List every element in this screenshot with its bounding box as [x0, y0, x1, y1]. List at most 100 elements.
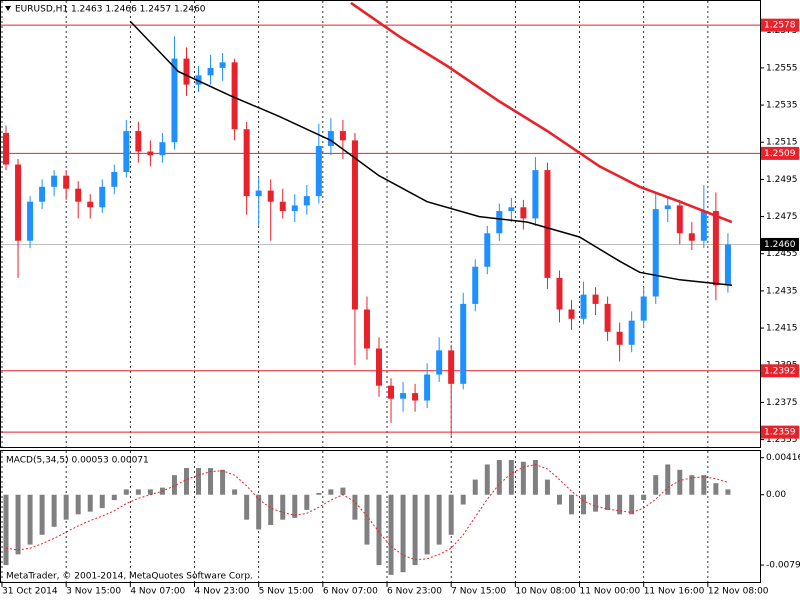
- macd-bar: [388, 494, 394, 575]
- candle-body: [159, 142, 166, 156]
- candle-body: [580, 294, 587, 319]
- macd-bar: [39, 494, 45, 535]
- menu-arrow[interactable]: [5, 6, 11, 11]
- candle-body: [496, 210, 503, 234]
- candle-body: [700, 210, 707, 241]
- copyright: MetaTrader, © 2001-2014, MetaQuotes Soft…: [6, 572, 253, 582]
- level-label-box: [761, 146, 799, 160]
- macd-bar: [544, 479, 550, 495]
- level-label: 1.2578: [764, 21, 796, 31]
- macd-bar: [412, 494, 418, 566]
- macd-bar: [135, 489, 141, 495]
- y-tick-label: 0.00416: [766, 453, 800, 463]
- macd-bar: [3, 494, 9, 566]
- candle-body: [556, 277, 563, 310]
- candle-body: [604, 303, 611, 332]
- macd-bar: [256, 494, 262, 530]
- macd-bar: [292, 494, 298, 518]
- macd-bar: [605, 494, 611, 510]
- candle-body: [123, 131, 130, 172]
- candle-body: [724, 244, 731, 286]
- y-tick-label: 1.2535: [766, 101, 798, 111]
- price-label-box: [761, 237, 799, 251]
- x-tick-label: 6 Nov 23:00: [387, 587, 442, 597]
- level-label: 1.2392: [764, 366, 796, 376]
- candle-body: [448, 350, 455, 384]
- macd-bar: [27, 494, 33, 545]
- level-label-box: [761, 364, 799, 378]
- candle-body: [616, 331, 623, 345]
- candle-body: [147, 151, 154, 156]
- candle-body: [592, 294, 599, 304]
- macd-bar: [520, 461, 526, 495]
- y-tick-label: 1.2415: [766, 324, 798, 334]
- macd-bar: [641, 494, 647, 501]
- candle-body: [424, 374, 431, 401]
- candle-body: [363, 309, 370, 349]
- candle-body: [279, 201, 286, 211]
- candle-body: [39, 186, 46, 202]
- macd-bar: [713, 483, 719, 495]
- candle-body: [520, 207, 527, 219]
- y-tick-label: -0.0079: [766, 561, 800, 571]
- candle-body: [135, 131, 142, 152]
- macd-bar: [593, 494, 599, 512]
- candle-body: [436, 350, 443, 375]
- macd-bar: [232, 489, 238, 495]
- candle-body: [339, 131, 346, 141]
- candle-body: [532, 170, 539, 219]
- macd-bar: [316, 492, 322, 495]
- x-tick-label: 3 Nov 15:00: [66, 587, 121, 597]
- macd-bar: [171, 475, 177, 495]
- macd-bar: [99, 494, 105, 509]
- candle-body: [207, 67, 214, 76]
- labels-layer: 31 Oct 2014 3 Nov 15:00 4 Nov 07:00 4 Nov 2…: [2, 18, 800, 597]
- x-tick-label: 5 Nov 15:00: [259, 587, 314, 597]
- macd-bar: [581, 494, 587, 515]
- candle-body: [484, 233, 491, 267]
- candle-body: [652, 209, 659, 297]
- macd-title: MACD(5,34,5) 0.00053 0.00071: [6, 456, 149, 466]
- macd-bar: [629, 494, 635, 515]
- macd-bar: [400, 494, 406, 573]
- x-tick-label: 4 Nov 23:00: [195, 587, 250, 597]
- y-tick-label: 1.2355: [766, 435, 798, 445]
- x-tick-label: 6 Nov 07:00: [323, 587, 378, 597]
- candle-body: [255, 190, 262, 197]
- candle-body: [267, 190, 274, 202]
- chart-title: EURUSD,H1 1.2463 1.2466 1.2457 1.2460: [15, 5, 206, 15]
- candle-body: [327, 131, 334, 146]
- macd-bar: [532, 460, 538, 495]
- macd-bar: [424, 494, 430, 555]
- macd-bar: [364, 494, 370, 545]
- moving-average: [350, 1, 733, 224]
- macd-bar: [183, 468, 189, 495]
- macd-bar: [436, 494, 442, 545]
- main-frame: [0, 0, 761, 448]
- candle-body: [303, 196, 310, 206]
- candle-body: [291, 205, 298, 211]
- macd-bar: [569, 494, 575, 515]
- marks-layer: [1, 1, 760, 575]
- candle-body: [315, 145, 322, 197]
- y-tick-label: 1.2515: [766, 138, 798, 148]
- macd-bar: [617, 494, 623, 515]
- macd-bar: [196, 468, 202, 495]
- candle-body: [712, 210, 719, 286]
- x-tick-label: 10 Nov 08:00: [515, 587, 576, 597]
- candle-body: [87, 201, 94, 208]
- macd-bar: [448, 494, 454, 535]
- candle-body: [243, 129, 250, 197]
- candle-body: [219, 62, 226, 68]
- macd-bar: [725, 489, 731, 495]
- macd-bar: [556, 494, 562, 505]
- macd-bar: [208, 468, 214, 495]
- y-tick-label: 1.2475: [766, 212, 798, 222]
- candle-body: [3, 132, 10, 165]
- price-label: 1.2460: [764, 240, 796, 250]
- macd-signal: [5, 463, 729, 561]
- macd-bar: [87, 494, 93, 512]
- macd-bar: [496, 460, 502, 495]
- candle-body: [27, 201, 34, 241]
